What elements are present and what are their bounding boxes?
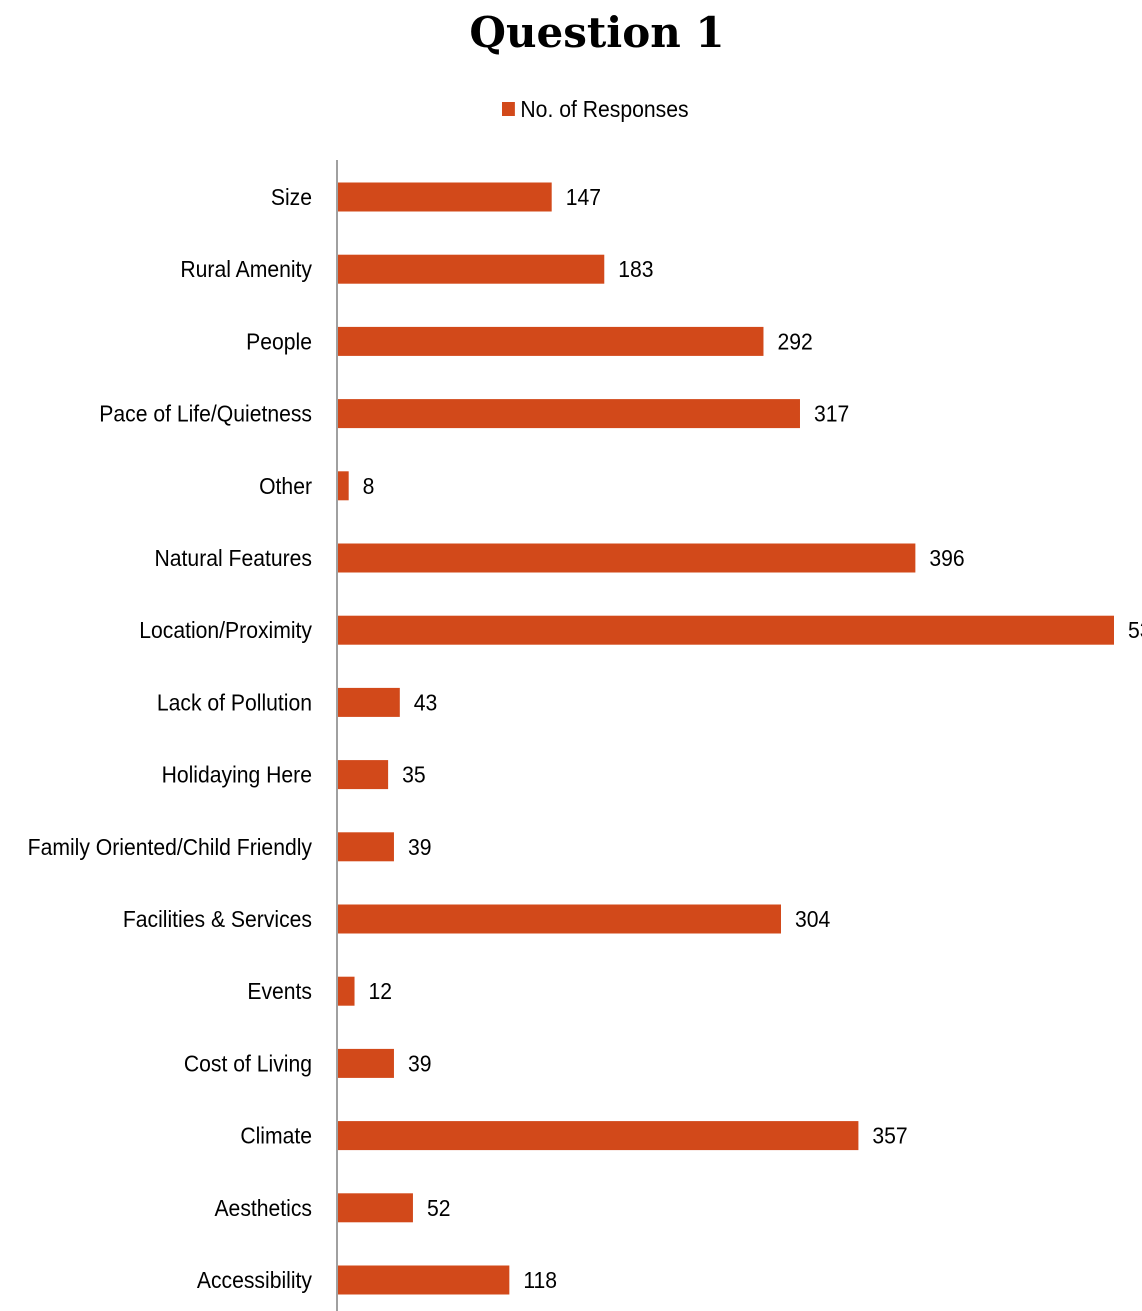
bar bbox=[338, 254, 605, 284]
category-label: Cost of Living bbox=[184, 1051, 312, 1077]
category-label: Other bbox=[259, 473, 312, 499]
category-label: Facilities & Services bbox=[123, 906, 312, 932]
bar bbox=[338, 399, 800, 429]
data-label: 183 bbox=[618, 256, 653, 282]
data-label: 292 bbox=[777, 329, 812, 355]
category-label: Accessibility bbox=[197, 1267, 312, 1293]
data-label: 52 bbox=[427, 1195, 451, 1221]
bar bbox=[338, 543, 916, 573]
data-label: 39 bbox=[408, 1051, 432, 1077]
data-label: 304 bbox=[795, 906, 830, 932]
bar-group: Facilities & Services 304 bbox=[123, 904, 830, 934]
bar-group: Family Oriented/Child Friendly 39 bbox=[28, 832, 432, 862]
bar bbox=[338, 760, 389, 790]
bar bbox=[338, 904, 781, 934]
category-label: Aesthetics bbox=[214, 1195, 312, 1221]
data-label: 12 bbox=[369, 978, 393, 1004]
category-label: Climate bbox=[240, 1123, 312, 1149]
data-label: 118 bbox=[523, 1267, 557, 1293]
bar bbox=[338, 687, 400, 717]
bar-group: Location/Proximity 532 bbox=[139, 615, 1142, 645]
category-label: Natural Features bbox=[155, 545, 312, 571]
category-label: Rural Amenity bbox=[180, 256, 312, 282]
data-label: 39 bbox=[408, 834, 432, 860]
bar-group: Pace of Life/Quietness 317 bbox=[99, 399, 849, 429]
data-label: 43 bbox=[414, 690, 438, 716]
bar-group: Aesthetics 52 bbox=[214, 1193, 451, 1223]
bar bbox=[338, 326, 764, 356]
bar bbox=[338, 1265, 510, 1295]
category-label: Holidaying Here bbox=[162, 762, 312, 788]
bar-group: Climate 357 bbox=[240, 1121, 908, 1151]
data-label: 396 bbox=[929, 545, 964, 571]
data-label: 357 bbox=[872, 1123, 907, 1149]
category-label: Events bbox=[247, 978, 312, 1004]
chart-title: Question 1 bbox=[469, 8, 725, 57]
bar-group: Holidaying Here 35 bbox=[162, 760, 426, 790]
bar-group: Size 147 bbox=[271, 182, 601, 212]
bar-group: Events 12 bbox=[247, 976, 393, 1006]
bar bbox=[338, 471, 349, 501]
legend-label: No. of Responses bbox=[520, 95, 689, 122]
legend-swatch bbox=[502, 102, 515, 116]
category-label: Lack of Pollution bbox=[157, 690, 312, 716]
category-label: Pace of Life/Quietness bbox=[99, 401, 312, 427]
category-label: People bbox=[246, 329, 312, 355]
category-label: Location/Proximity bbox=[139, 617, 312, 643]
category-label: Family Oriented/Child Friendly bbox=[28, 834, 312, 860]
bar bbox=[338, 615, 1114, 645]
data-label: 35 bbox=[402, 762, 426, 788]
data-label: 147 bbox=[566, 184, 601, 210]
data-label: 8 bbox=[363, 473, 375, 499]
bar bbox=[338, 1193, 413, 1223]
data-label: 317 bbox=[814, 401, 849, 427]
bar bbox=[338, 1048, 394, 1078]
chart-legend: No. of Responses bbox=[502, 95, 689, 123]
bar bbox=[338, 1121, 859, 1151]
bar-group: Natural Features 396 bbox=[155, 543, 965, 573]
bar-group: Accessibility 118 bbox=[197, 1265, 557, 1295]
bar-group: Other 8 bbox=[259, 471, 375, 501]
bar bbox=[338, 976, 355, 1006]
bar bbox=[338, 182, 552, 212]
bar-group: Lack of Pollution 43 bbox=[157, 687, 438, 717]
bar-group: Cost of Living 39 bbox=[184, 1048, 432, 1078]
data-label: 532 bbox=[1128, 617, 1142, 643]
category-label: Size bbox=[271, 184, 312, 210]
bar bbox=[338, 832, 394, 862]
bar-group: People 292 bbox=[246, 326, 813, 356]
bar-group: Rural Amenity 183 bbox=[180, 254, 654, 284]
plot-area: Size 147 Rural Amenity 183 People 292 Pace of … bbox=[28, 160, 1142, 1311]
